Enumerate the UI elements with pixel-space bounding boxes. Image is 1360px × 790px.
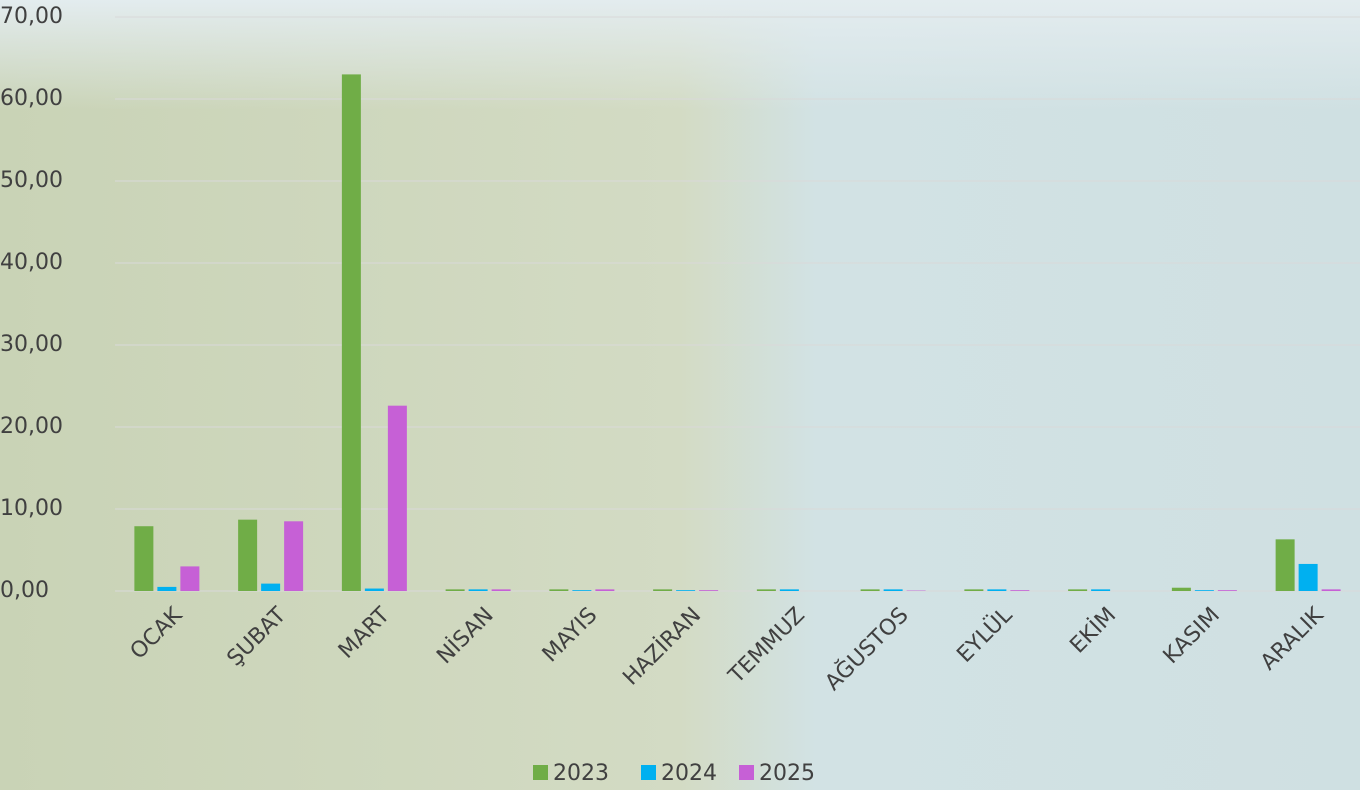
legend-swatch bbox=[533, 765, 548, 780]
bar bbox=[549, 589, 568, 591]
bar bbox=[964, 589, 983, 591]
y-tick-label: 20,00 bbox=[0, 414, 63, 439]
bar bbox=[884, 589, 903, 591]
bar bbox=[1172, 588, 1191, 591]
bar bbox=[492, 589, 511, 591]
y-tick-label: 40,00 bbox=[0, 250, 63, 275]
bar bbox=[446, 589, 465, 591]
legend-label: 2024 bbox=[661, 761, 717, 786]
bar bbox=[388, 406, 407, 591]
bar bbox=[699, 590, 718, 591]
bar bbox=[365, 589, 384, 591]
y-tick-label: 70,00 bbox=[0, 4, 63, 29]
bar bbox=[1091, 589, 1110, 591]
y-tick-label: 30,00 bbox=[0, 332, 63, 357]
bar bbox=[572, 590, 591, 591]
bar bbox=[1218, 590, 1237, 591]
bar bbox=[238, 520, 257, 591]
bar bbox=[1010, 590, 1029, 591]
bar bbox=[342, 74, 361, 591]
bar bbox=[757, 589, 776, 591]
legend-swatch bbox=[641, 765, 656, 780]
chart: 0,0010,0020,0030,0040,0050,0060,0070,00O… bbox=[0, 0, 1360, 790]
background bbox=[0, 0, 1360, 790]
bar bbox=[1299, 564, 1318, 591]
bar bbox=[1195, 590, 1214, 591]
legend-label: 2023 bbox=[553, 761, 609, 786]
y-tick-label: 10,00 bbox=[0, 496, 63, 521]
bar bbox=[284, 521, 303, 591]
bar bbox=[157, 587, 176, 591]
bar bbox=[469, 589, 488, 591]
bar bbox=[676, 590, 695, 591]
legend-label: 2025 bbox=[759, 761, 815, 786]
bar bbox=[134, 526, 153, 591]
bar bbox=[1276, 539, 1295, 591]
y-tick-label: 50,00 bbox=[0, 168, 63, 193]
bar bbox=[261, 584, 280, 591]
bar bbox=[1068, 589, 1087, 591]
bar bbox=[595, 589, 614, 591]
bar bbox=[780, 589, 799, 591]
bar bbox=[180, 566, 199, 591]
bar bbox=[987, 589, 1006, 591]
y-tick-label: 60,00 bbox=[0, 86, 63, 111]
legend-swatch bbox=[739, 765, 754, 780]
bar bbox=[861, 589, 880, 591]
bar bbox=[1322, 589, 1341, 591]
y-tick-label: 0,00 bbox=[0, 578, 49, 603]
bar bbox=[653, 589, 672, 591]
